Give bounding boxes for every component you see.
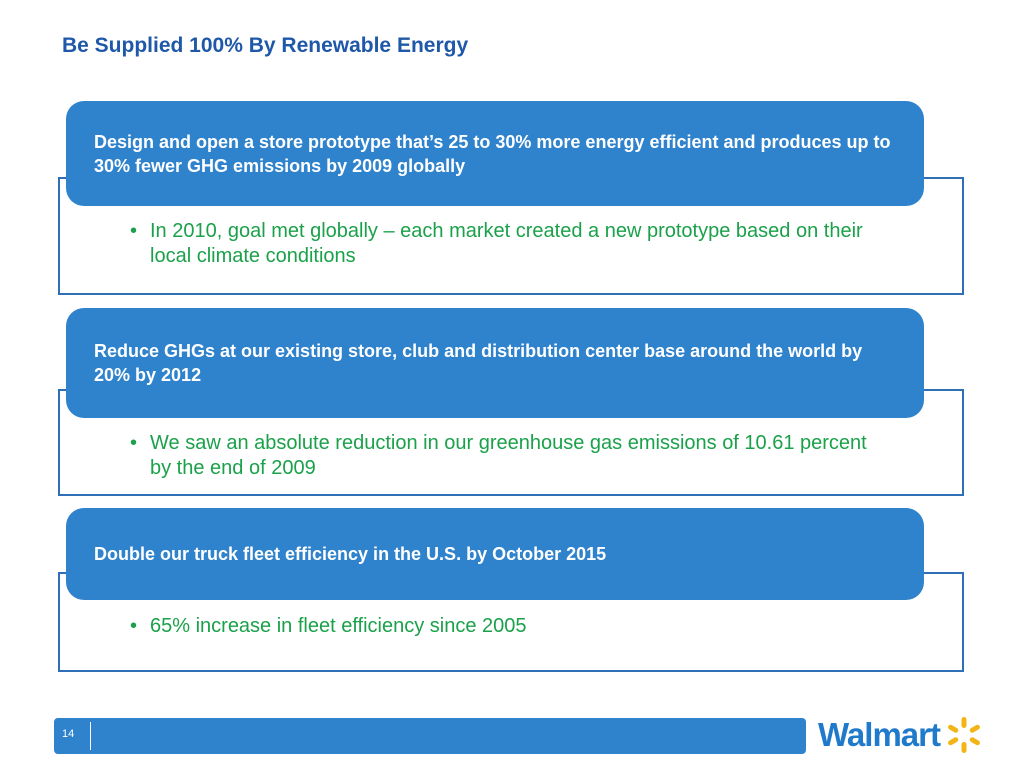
goal-1-header-text: Design and open a store prototype that’s… <box>94 131 891 176</box>
goal-2-bullet-text: We saw an absolute reduction in our gree… <box>150 432 867 479</box>
goal-3-header: Double our truck fleet efficiency in the… <box>66 508 924 600</box>
page-number: 14 <box>62 728 75 740</box>
goal-1-bullet-text: In 2010, goal met globally – each market… <box>150 220 863 267</box>
spark-icon <box>948 717 980 753</box>
footer-divider <box>90 722 91 750</box>
logo-text: Walmart <box>818 716 941 753</box>
goal-1-header: Design and open a store prototype that’s… <box>66 101 924 206</box>
footer-bar: 14 <box>54 718 806 754</box>
goal-3-bullet: • 65% increase in fleet efficiency since … <box>130 614 872 639</box>
walmart-logo: Walmart <box>818 712 984 758</box>
goal-2-header: Reduce GHGs at our existing store, club … <box>66 308 924 418</box>
goal-3-header-text: Double our truck fleet efficiency in the… <box>94 544 607 564</box>
goal-3-bullet-text: 65% increase in fleet efficiency since 2… <box>150 615 527 637</box>
bullet-dot: • <box>130 615 138 637</box>
slide-title: Be Supplied 100% By Renewable Energy <box>62 34 469 57</box>
goal-2-bullet: • We saw an absolute reduction in our gre… <box>130 431 872 481</box>
goal-1-bullet: • In 2010, goal met globally – each marke… <box>130 219 872 269</box>
goal-2-header-text: Reduce GHGs at our existing store, club … <box>94 341 863 385</box>
bullet-dot: • <box>130 432 138 454</box>
bullet-dot: • <box>130 220 138 242</box>
